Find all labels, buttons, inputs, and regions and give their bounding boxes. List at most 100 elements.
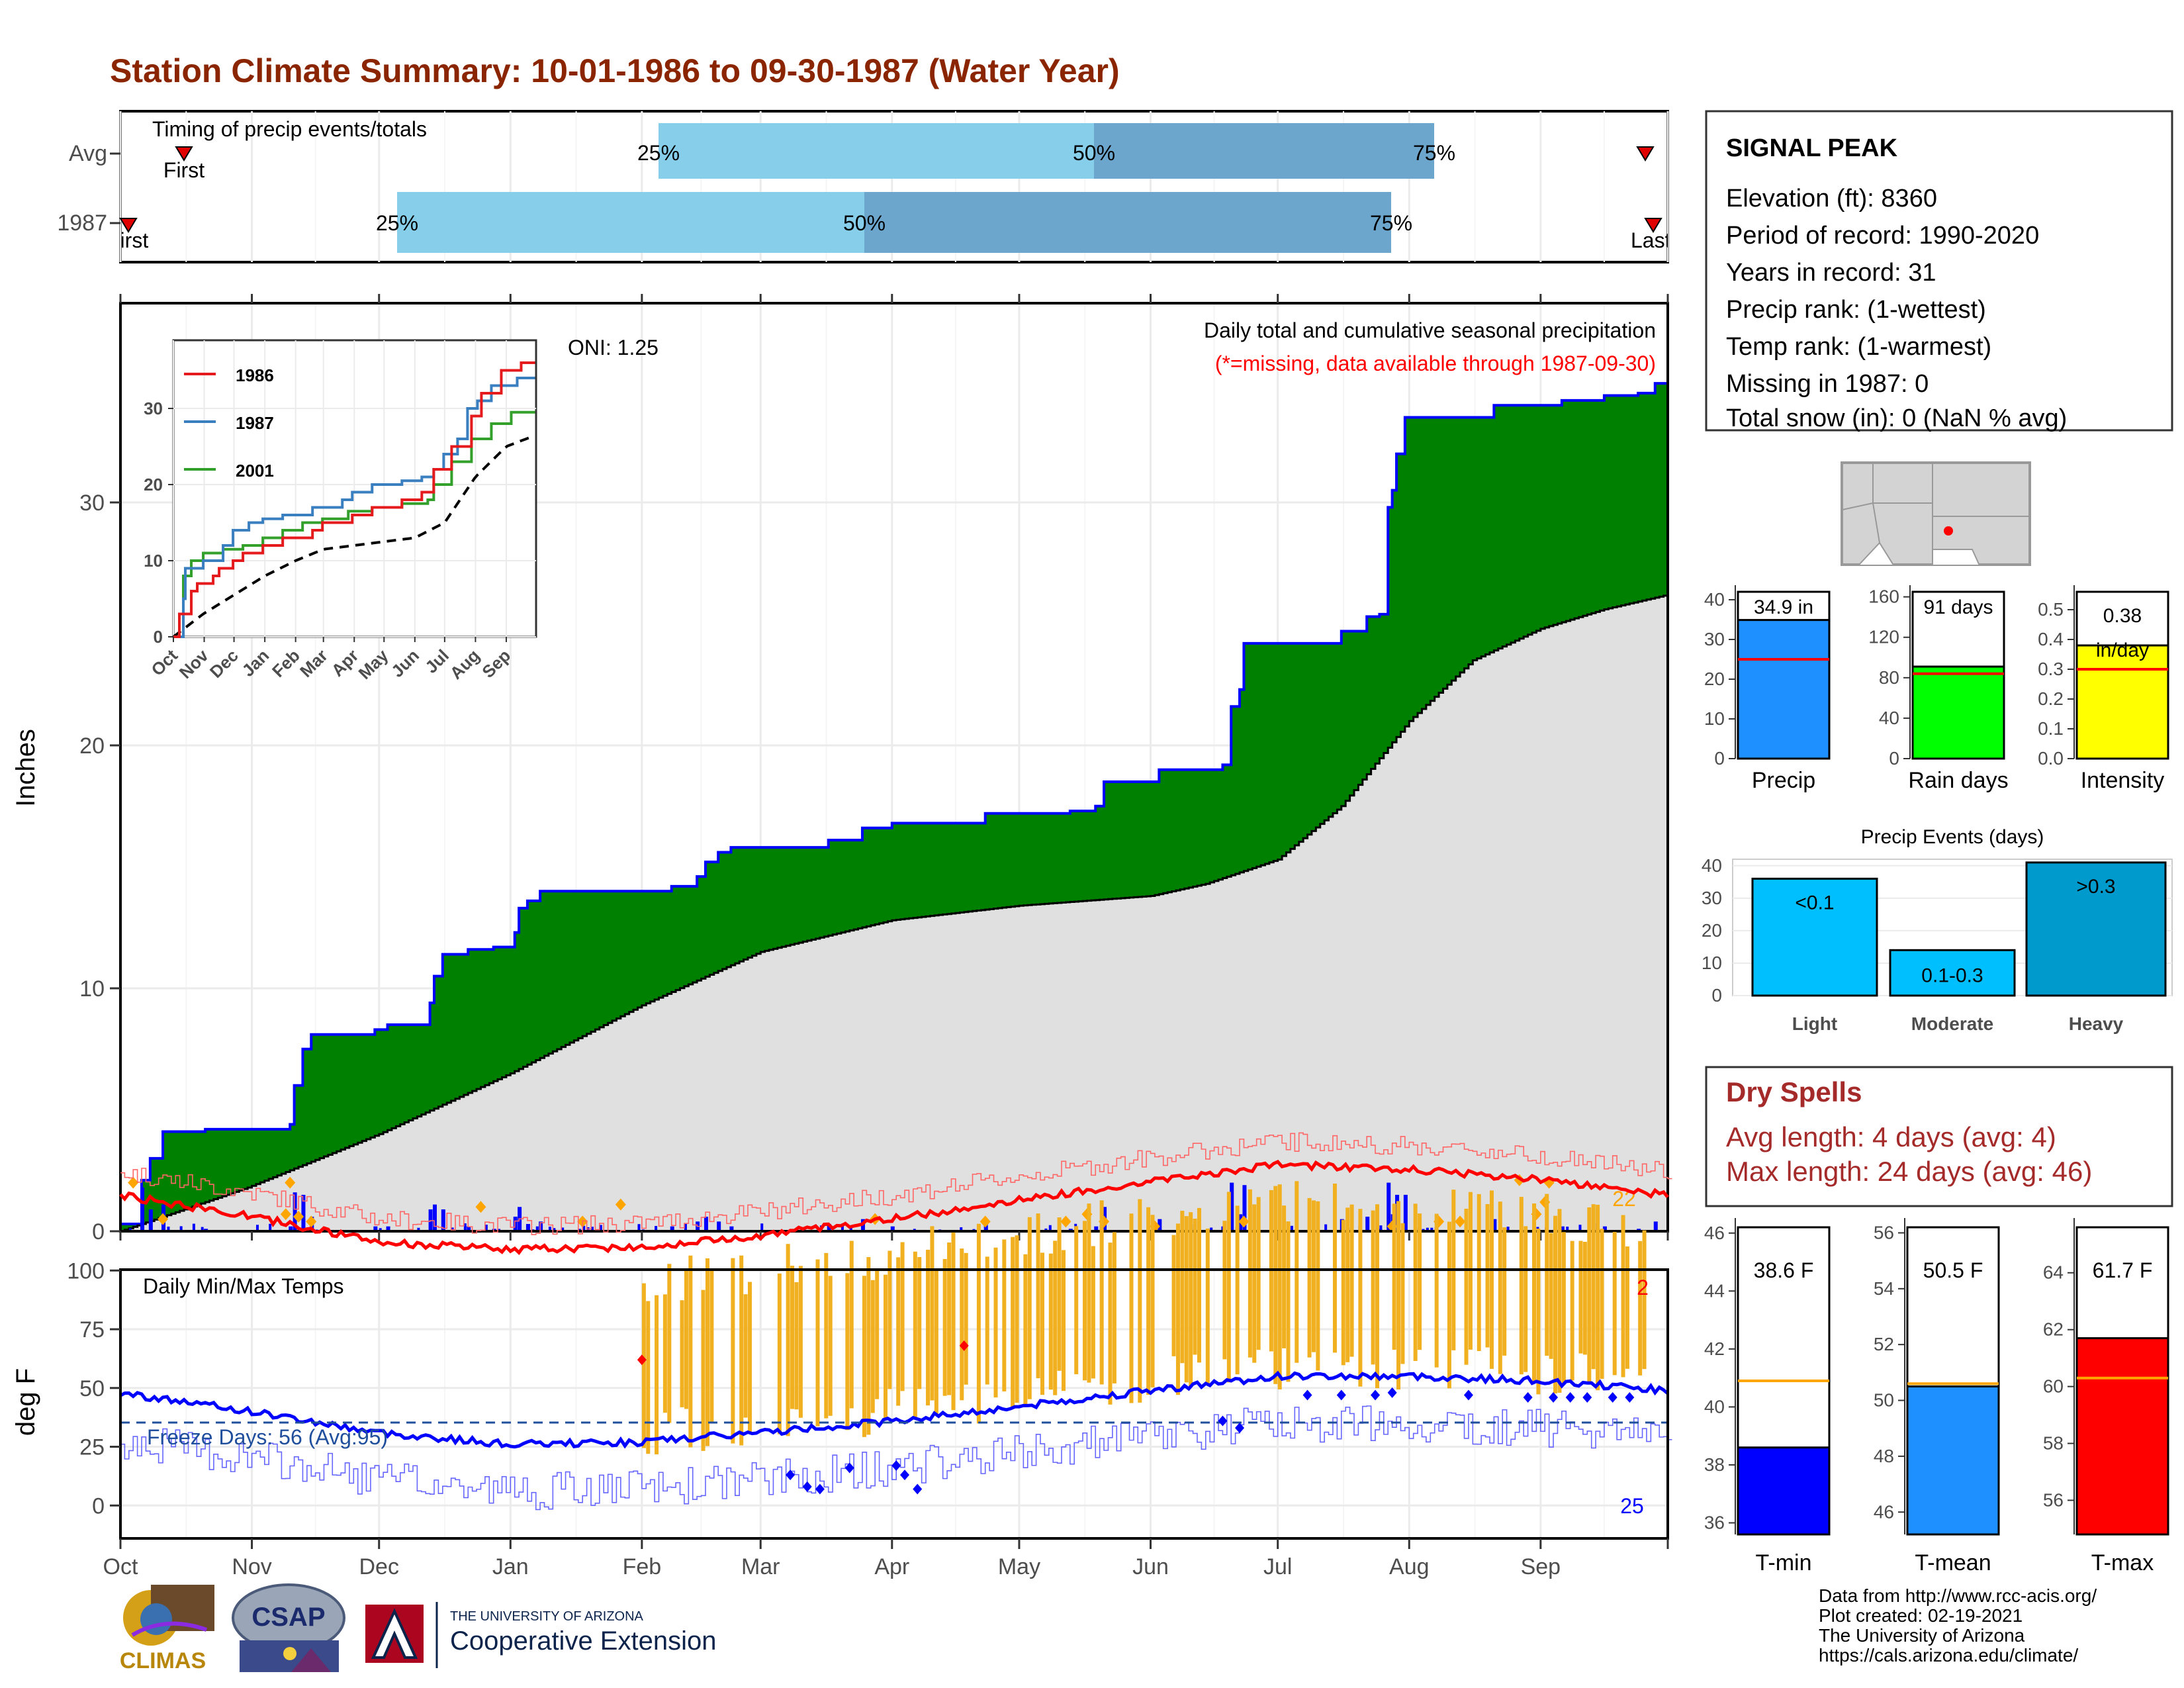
daily-temp-bar: [1184, 1216, 1189, 1383]
temp-summary-category: T-min: [1756, 1550, 1812, 1575]
daily-temp-bar: [641, 1283, 646, 1448]
temp-summary-ytick-label: 38: [1704, 1454, 1725, 1475]
daily-precip-bar: [1094, 1226, 1099, 1231]
daily-temp-bar: [1180, 1211, 1185, 1364]
precip-event-bar-label: <0.1: [1795, 892, 1834, 914]
month-tick-label: May: [998, 1554, 1040, 1579]
daily-precip-bar: [1506, 1227, 1510, 1231]
university-of-arizona-logo: THE UNIVERSITY OF ARIZONA Cooperative Ex…: [365, 1602, 716, 1668]
daily-temp-bar: [684, 1269, 688, 1409]
station-line-period: Period of record: 1990-2020: [1726, 222, 2039, 250]
daily-temp-bar: [1222, 1221, 1227, 1360]
temp-summary-ytick-label: 48: [1874, 1446, 1894, 1466]
daily-precip-bar: [484, 1225, 488, 1231]
daily-precip-bar: [1578, 1225, 1582, 1231]
temp-extreme-marker: [1336, 1389, 1346, 1401]
daily-temp-bar: [1048, 1253, 1053, 1390]
station-line-snow: Total snow (in): 0 (NaN % avg): [1726, 404, 2067, 432]
daily-temp-bar: [1413, 1203, 1418, 1361]
summary-ytick-label: 0.3: [2038, 659, 2064, 679]
daily-precip-bar: [148, 1209, 153, 1231]
cold-count-label: 25: [1620, 1494, 1644, 1518]
precip-ylabel: Inches: [11, 729, 40, 807]
freeze-days-label: Freeze Days: 56 (Avg:95): [147, 1425, 388, 1449]
daily-precip-bar: [1048, 1225, 1052, 1231]
daily-precip-bar: [548, 1227, 551, 1231]
timing-row-label-1987: 1987: [57, 211, 107, 236]
avg-75-label: 75%: [1413, 141, 1455, 165]
daily-precip-bar: [1290, 1225, 1293, 1231]
daily-precip-bar: [192, 1223, 195, 1231]
temp-extreme-marker: [1608, 1392, 1617, 1403]
daily-temp-bar: [1434, 1213, 1439, 1368]
station-line-years: Years in record: 31: [1726, 259, 1936, 287]
station-line-precip-rank: Precip rank: (1-wettest): [1726, 296, 1986, 324]
daily-temp-bar: [1256, 1197, 1261, 1350]
daily-temp-bar: [828, 1276, 833, 1416]
climas-logo: CLIMAS: [120, 1585, 214, 1673]
y1987-last-marker: [1644, 218, 1662, 233]
daily-precip-bar: [1230, 1182, 1234, 1231]
daily-temp-bar: [1295, 1181, 1299, 1363]
summary-ytick-label: 0: [1714, 748, 1725, 769]
daily-temp-bar: [1074, 1226, 1079, 1375]
temp-summary-ytick-label: 58: [2043, 1433, 2064, 1454]
daily-temp-bar: [1248, 1189, 1252, 1358]
daily-precip-bar: [1379, 1225, 1383, 1231]
daily-temp-bar: [1316, 1201, 1320, 1371]
precip-event-bar-label: 0.1-0.3: [1921, 964, 1983, 986]
daily-temp-bar: [1582, 1241, 1587, 1355]
month-tick-label: Apr: [874, 1554, 909, 1579]
daily-precip-bar: [1430, 1227, 1433, 1231]
precip-events-chart: Precip Events (days) 0 10 20 30 40 <0.1 Light 0…: [1702, 826, 2173, 1034]
csap-logo-text: CSAP: [251, 1603, 325, 1632]
daily-temp-bar: [1112, 1232, 1116, 1383]
temp-summary-ytick-label: 56: [1874, 1222, 1894, 1243]
temp-ytick-label: 100: [67, 1258, 105, 1284]
temp-summary-value-label: 38.6 F: [1754, 1258, 1814, 1282]
cumulative-precip-1987-line: [120, 382, 1668, 1225]
daily-precip-marker: [615, 1198, 626, 1211]
daily-precip-bar: [1566, 1227, 1569, 1231]
daily-temp-bar: [976, 1223, 981, 1424]
daily-precip-bar: [704, 1216, 708, 1231]
daily-temp-bar: [1549, 1233, 1553, 1359]
timing-title: Timing of precip events/totals: [152, 117, 427, 141]
inset-series-1986-line: [173, 361, 535, 638]
inset-legend-2001: 2001: [236, 461, 274, 481]
daily-temp-bar: [1332, 1184, 1337, 1353]
daily-temp-bar: [1087, 1203, 1091, 1383]
daily-temp-bar: [1027, 1217, 1032, 1399]
daily-precip-bar: [539, 1221, 543, 1231]
daily-temp-bar: [701, 1289, 705, 1451]
dry-spells-avg: Avg length: 4 days (avg: 4): [1726, 1121, 2056, 1152]
inset-series-2001-line: [173, 410, 535, 638]
temp-extreme-marker: [802, 1481, 812, 1492]
temp-summary-category: T-mean: [1915, 1550, 1991, 1575]
daily-precip-marker: [1060, 1215, 1071, 1228]
temp-summary-ytick-label: 46: [1704, 1223, 1725, 1243]
temp-extreme-marker: [1549, 1392, 1559, 1403]
daily-precip-bar: [467, 1226, 471, 1231]
daily-temp-bar: [913, 1251, 917, 1418]
daily-temp-bar: [1371, 1210, 1375, 1365]
daily-temp-bar: [1273, 1186, 1278, 1384]
daily-temp-bar: [1591, 1204, 1596, 1370]
daily-precip-bar: [827, 1223, 831, 1231]
precip-event-bar: [1889, 949, 2016, 997]
inset-ytick-label: 0: [154, 627, 163, 647]
daily-temp-bar: [1015, 1235, 1019, 1403]
daily-temp-bar: [1286, 1221, 1291, 1382]
avg-bar-50-75: [1094, 123, 1434, 179]
daily-temp-bar: [870, 1280, 875, 1413]
month-tick-label: Jun: [1132, 1554, 1169, 1579]
daily-temp-bar: [1447, 1221, 1451, 1389]
avg-last-label: Last: [1624, 271, 1664, 295]
daily-precip-bar: [179, 1226, 183, 1231]
hot-count-label: 2: [1637, 1276, 1649, 1299]
daily-temp-bar: [709, 1268, 714, 1422]
temp-extreme-marker: [786, 1470, 796, 1481]
daily-precip-bar: [684, 1224, 687, 1231]
temp-extreme-markers: [637, 1340, 1635, 1495]
inset-ytick-label: 30: [144, 399, 163, 418]
